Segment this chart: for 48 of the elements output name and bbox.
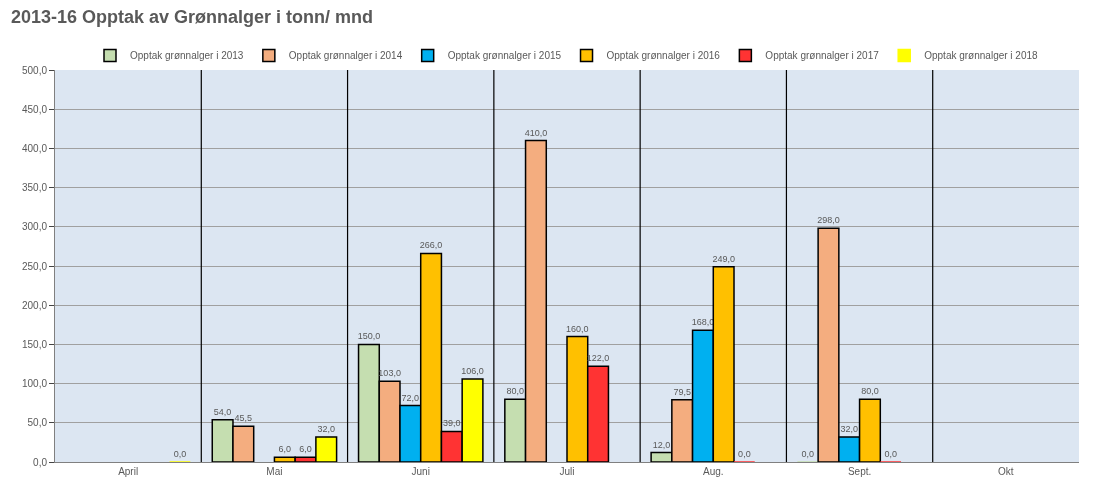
y-tick-label: 50,0: [27, 417, 48, 429]
y-tick-label: 500,0: [21, 64, 48, 76]
data-label: 79,5: [673, 386, 691, 397]
legend-label: Opptak grønnalger i 2018: [924, 50, 1039, 62]
x-tick-label: Sept.: [847, 466, 872, 477]
data-label: 32,0: [317, 423, 336, 434]
chart-title: 2013-16 Opptak av Grønnalger i tonn/ mnd: [10, 6, 374, 27]
y-tick-label: 200,0: [21, 299, 48, 311]
data-label: 32,0: [840, 423, 858, 434]
y-tick-label: 0,0: [33, 456, 48, 468]
data-label: 0,0: [173, 449, 187, 459]
data-label: 0,0: [738, 449, 751, 459]
data-label: 410,0: [524, 127, 548, 138]
data-label: 39,0: [443, 418, 461, 429]
x-tick-label: Juni: [411, 466, 430, 477]
data-label: 106,0: [461, 365, 484, 376]
x-tick-label: Okt: [998, 466, 1014, 477]
data-label: 249,0: [712, 253, 735, 264]
y-tick-label: 400,0: [21, 142, 48, 154]
x-tick-label: Juli: [559, 466, 575, 477]
legend-label: Opptak grønnalger i 2014: [288, 50, 403, 62]
data-label: 80,0: [861, 386, 879, 397]
legend-label: Opptak grønnalger i 2017: [765, 50, 880, 62]
data-label: 298,0: [817, 215, 840, 226]
data-label: 12,0: [652, 439, 671, 450]
y-tick-label: 300,0: [21, 221, 48, 233]
data-label: 45,5: [234, 413, 253, 424]
data-label: 160,0: [566, 323, 589, 334]
x-tick-label: Mai: [266, 466, 283, 477]
legend-label: Opptak grønnalger i 2013: [130, 50, 244, 62]
data-label: 0,0: [801, 449, 815, 459]
y-tick-label: 350,0: [21, 182, 48, 194]
data-label: 72,0: [401, 392, 420, 403]
data-label: 6,0: [299, 444, 312, 455]
data-label: 0,0: [884, 449, 897, 459]
data-label: 6,0: [278, 444, 292, 455]
legend-label: Opptak grønnalger i 2016: [606, 50, 721, 62]
x-tick-label: April: [118, 466, 139, 477]
y-tick-label: 100,0: [21, 378, 48, 390]
data-label: 80,0: [506, 386, 524, 397]
data-label: 54,0: [213, 406, 232, 417]
x-tick-label: Aug.: [703, 466, 724, 477]
y-tick-label: 250,0: [21, 260, 48, 272]
data-label: 266,0: [419, 240, 443, 251]
data-label: 150,0: [357, 331, 381, 342]
legend-label: Opptak grønnalger i 2015: [447, 50, 562, 62]
y-tick-label: 450,0: [21, 103, 48, 115]
y-tick-label: 150,0: [21, 338, 48, 350]
